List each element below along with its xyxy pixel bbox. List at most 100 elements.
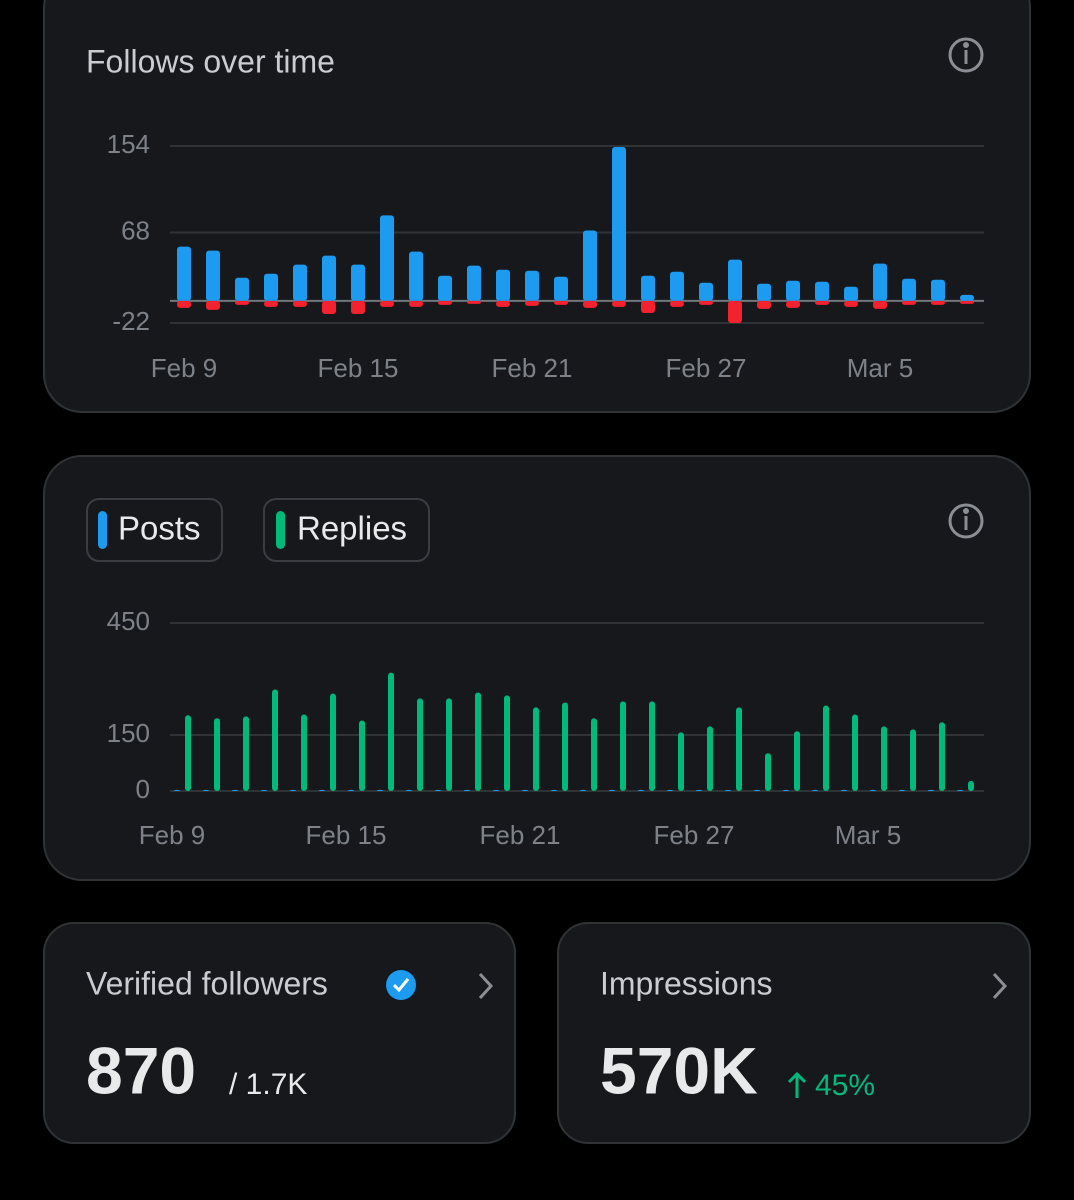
bar: [815, 300, 829, 305]
bar: [902, 278, 916, 301]
card-change: 45%: [815, 1069, 875, 1102]
legend-replies[interactable]: Replies: [263, 498, 430, 562]
bar: [438, 275, 452, 301]
chart-title: Follows over time: [86, 43, 335, 79]
bar: [699, 282, 713, 301]
bar: [496, 269, 510, 301]
bar: [464, 789, 470, 791]
legend-label: Posts: [118, 510, 201, 547]
bar: [931, 279, 945, 301]
verified-card[interactable]: Verified followers 870 / 1.7K: [43, 922, 516, 1144]
bar: [272, 689, 278, 791]
bar: [968, 780, 974, 791]
bar: [583, 230, 597, 301]
bar: [670, 300, 684, 307]
bar: [638, 789, 644, 791]
bar: [235, 300, 249, 305]
y-tick-label: -22: [112, 306, 150, 336]
bar: [351, 264, 365, 301]
bar: [301, 714, 307, 791]
bar: [203, 789, 209, 791]
bar: [612, 300, 626, 307]
bar: [348, 789, 354, 791]
bar: [757, 283, 771, 301]
bar: [844, 286, 858, 301]
bar: [475, 692, 481, 791]
bar: [214, 718, 220, 791]
bar: [467, 265, 481, 301]
bar: [841, 789, 847, 791]
bar: [823, 705, 829, 791]
x-tick-label: Feb 21: [480, 820, 561, 850]
bar: [322, 300, 336, 314]
bar: [696, 789, 702, 791]
bar: [522, 789, 528, 791]
bar: [641, 275, 655, 301]
bar: [446, 698, 452, 791]
bar: [960, 294, 974, 301]
bar: [707, 726, 713, 791]
card-title: Impressions: [600, 965, 773, 1001]
y-tick-label: 450: [107, 606, 150, 636]
bar: [417, 698, 423, 791]
card-total: / 1.7K: [229, 1068, 307, 1101]
bar: [261, 789, 267, 791]
bar: [264, 300, 278, 307]
bar: [243, 716, 249, 791]
verified-badge: [386, 970, 416, 1000]
bar: [765, 753, 771, 791]
bar: [844, 300, 858, 307]
bar: [728, 300, 742, 323]
bar: [562, 702, 568, 791]
legend-posts[interactable]: Posts: [86, 498, 223, 562]
bar: [786, 300, 800, 308]
bar: [504, 695, 510, 791]
card-value: 570K: [600, 1033, 758, 1107]
bar: [899, 789, 905, 791]
x-tick-label: Feb 9: [151, 353, 218, 383]
bar: [264, 273, 278, 301]
bar: [438, 300, 452, 305]
bar: [409, 300, 423, 307]
bar: [852, 714, 858, 791]
bar: [174, 789, 180, 791]
bar: [728, 259, 742, 301]
bar: [185, 715, 191, 791]
info-icon[interactable]: [948, 37, 984, 73]
bar: [319, 789, 325, 791]
bar: [580, 789, 586, 791]
bar: [910, 729, 916, 791]
x-tick-label: Mar 5: [847, 353, 913, 383]
bar: [928, 789, 934, 791]
bar: [960, 300, 974, 304]
bar: [525, 270, 539, 301]
bar: [591, 718, 597, 791]
bar: [467, 300, 481, 304]
bar: [377, 789, 383, 791]
bar: [177, 246, 191, 301]
bar: [206, 250, 220, 301]
bar: [322, 255, 336, 301]
card-title: Verified followers: [86, 965, 328, 1001]
bar: [754, 789, 760, 791]
up-arrow: [787, 1071, 807, 1098]
bar: [388, 672, 394, 791]
bar: [380, 215, 394, 301]
bar: [931, 300, 945, 305]
bar: [232, 789, 238, 791]
bar: [554, 300, 568, 305]
x-tick-label: Feb 15: [306, 820, 387, 850]
bar: [678, 732, 684, 791]
impressions-card[interactable]: Impressions 570K 45%: [557, 922, 1031, 1144]
bar: [435, 789, 441, 791]
x-tick-label: Feb 15: [318, 353, 399, 383]
legend-label: Replies: [297, 510, 407, 547]
bar: [873, 300, 887, 309]
info-icon[interactable]: [948, 503, 984, 539]
bar: [380, 300, 394, 307]
bar: [551, 789, 557, 791]
bar: [812, 789, 818, 791]
chevron: [478, 972, 494, 1000]
